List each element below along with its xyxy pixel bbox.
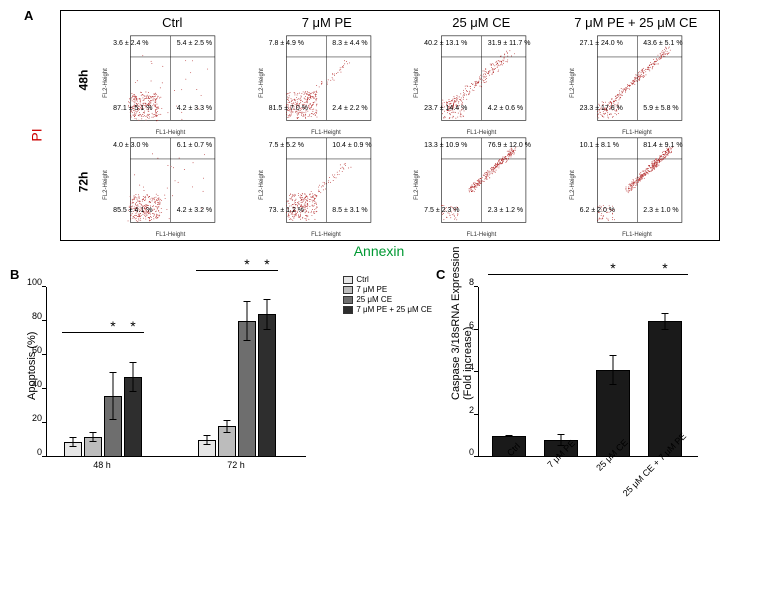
flow-cytometry-plot: 10.1 ± 8.1 % 81.4 ± 9.1 % 2.3 ± 1.0 % 6.2 ±… bbox=[562, 134, 714, 230]
column-header: 25 μM CE bbox=[404, 15, 559, 30]
fl2-axis: FL2-Height bbox=[414, 170, 420, 200]
legend-swatch bbox=[343, 286, 353, 294]
quadrant-percent: 6.1 ± 0.7 % bbox=[177, 142, 212, 149]
quadrant-percent: 2.4 ± 2.2 % bbox=[332, 105, 367, 112]
quadrant-percent: 4.2 ± 3.2 % bbox=[177, 207, 212, 214]
quadrant-percent: 5.4 ± 2.5 % bbox=[177, 40, 212, 47]
quadrant-percent: 8.5 ± 3.1 % bbox=[332, 207, 367, 214]
panel-b-chart: Apoptosis (%) Ctrl7 μM PE25 μM CE7 μM PE… bbox=[46, 267, 426, 457]
quadrant-percent: 7.8 ± 4.9 % bbox=[269, 40, 304, 47]
legend-swatch bbox=[343, 306, 353, 314]
significance-star: * bbox=[264, 256, 269, 272]
fl2-axis: FL2-Height bbox=[569, 68, 575, 98]
quadrant-percent: 43.6 ± 5.1 % bbox=[643, 40, 682, 47]
timepoint-label: 72h bbox=[76, 172, 90, 193]
flow-cytometry-plot: 13.3 ± 10.9 % 76.9 ± 12.0 % 2.3 ± 1.2 % 7.5… bbox=[406, 134, 558, 230]
timepoint-label: 48h bbox=[76, 70, 90, 91]
quadrant-percent: 8.3 ± 4.4 % bbox=[332, 40, 367, 47]
panel-b-label: B bbox=[10, 267, 19, 282]
legend-item: Ctrl bbox=[343, 275, 432, 284]
legend-swatch bbox=[343, 276, 353, 284]
significance-star: * bbox=[130, 318, 135, 334]
quadrant-percent: 27.1 ± 24.0 % bbox=[580, 40, 623, 47]
quadrant-percent: 23.3 ± 17.6 % bbox=[580, 105, 623, 112]
figure: A PI Ctrl7 μM PE25 μM CE7 μM PE + 25 μM … bbox=[10, 10, 748, 505]
pi-axis-label: PI bbox=[29, 128, 45, 141]
quadrant-percent: 4.0 ± 3.0 % bbox=[113, 142, 148, 149]
fl2-axis: FL2-Height bbox=[258, 68, 264, 98]
column-header: Ctrl bbox=[95, 15, 250, 30]
panel-b: B Apoptosis (%) Ctrl7 μM PE25 μM CE7 μM … bbox=[10, 267, 426, 505]
flow-cytometry-plot: 3.6 ± 2.4 % 5.4 ± 2.5 % 4.2 ± 3.3 % 87.1 ± … bbox=[95, 32, 247, 128]
bar bbox=[258, 314, 276, 457]
flow-cytometry-plot: 7.5 ± 5.2 % 10.4 ± 0.9 % 8.5 ± 3.1 % 73. ± … bbox=[251, 134, 403, 230]
flow-cytometry-plot: 27.1 ± 24.0 % 43.6 ± 5.1 % 5.9 ± 5.8 % 23.3… bbox=[562, 32, 714, 128]
column-header: 7 μM PE + 25 μM CE bbox=[559, 15, 714, 30]
fc-row: 72h4.0 ± 3.0 %6.1 ± 0.7 %4.2 ± 3.2 %85.5… bbox=[95, 134, 713, 230]
significance-star: * bbox=[610, 260, 615, 276]
quadrant-percent: 81.5 ± 7.0 % bbox=[269, 105, 308, 112]
quadrant-percent: 2.3 ± 1.2 % bbox=[488, 207, 523, 214]
panel-a-box: Ctrl7 μM PE25 μM CE7 μM PE + 25 μM CE 48… bbox=[60, 10, 720, 241]
fl2-axis: FL2-Height bbox=[414, 68, 420, 98]
fl1-axis: FL1-Height bbox=[156, 232, 186, 238]
quadrant-percent: 4.2 ± 0.6 % bbox=[488, 105, 523, 112]
quadrant-percent: 87.1 ± 5.1 % bbox=[113, 105, 152, 112]
fl2-axis: FL2-Height bbox=[258, 170, 264, 200]
panel-b-ylabel: Apoptosis (%) bbox=[26, 332, 38, 400]
panel-c: C Caspase 3/18sRNA Expression(Fold incre… bbox=[436, 267, 748, 505]
fl2-axis: FL2-Height bbox=[103, 68, 109, 98]
quadrant-percent: 7.5 ± 2.3 % bbox=[424, 207, 459, 214]
legend-swatch bbox=[343, 296, 353, 304]
quadrant-percent: 6.2 ± 2.0 % bbox=[580, 207, 615, 214]
fc-row: 48h3.6 ± 2.4 %5.4 ± 2.5 %4.2 ± 3.3 %87.1… bbox=[95, 32, 713, 128]
legend-label: 7 μM PE + 25 μM CE bbox=[356, 305, 432, 314]
quadrant-percent: 31.9 ± 11.7 % bbox=[488, 40, 531, 47]
quadrant-percent: 73. ± 1.2 % bbox=[269, 207, 304, 214]
legend-item: 7 μM PE bbox=[343, 285, 432, 294]
significance-star: * bbox=[244, 256, 249, 272]
x-group-label: 48 h bbox=[93, 457, 111, 470]
panel-c-label: C bbox=[436, 267, 445, 282]
panel-a: A PI Ctrl7 μM PE25 μM CE7 μM PE + 25 μM … bbox=[24, 10, 734, 259]
quadrant-percent: 3.6 ± 2.4 % bbox=[113, 40, 148, 47]
quadrant-percent: 23.7 ± 14.4 % bbox=[424, 105, 467, 112]
legend-label: 7 μM PE bbox=[356, 285, 387, 294]
quadrant-percent: 10.1 ± 8.1 % bbox=[580, 142, 619, 149]
quadrant-percent: 40.2 ± 13.1 % bbox=[424, 40, 467, 47]
annexin-axis-label: Annexin bbox=[24, 243, 734, 259]
flow-cytometry-plot: 40.2 ± 13.1 % 31.9 ± 11.7 % 4.2 ± 0.6 % 23.… bbox=[406, 32, 558, 128]
panel-c-chart: Caspase 3/18sRNA Expression(Fold increas… bbox=[478, 267, 698, 457]
legend-item: 7 μM PE + 25 μM CE bbox=[343, 305, 432, 314]
fl1-axis: FL1-Height bbox=[311, 232, 341, 238]
quadrant-percent: 13.3 ± 10.9 % bbox=[424, 142, 467, 149]
legend-label: Ctrl bbox=[356, 275, 368, 284]
quadrant-percent: 85.5 ± 4.1 % bbox=[113, 207, 152, 214]
fl2-axis: FL2-Height bbox=[569, 170, 575, 200]
quadrant-percent: 81.4 ± 9.1 % bbox=[643, 142, 682, 149]
column-header: 7 μM PE bbox=[250, 15, 405, 30]
significance-star: * bbox=[662, 260, 667, 276]
panel-a-column-headers: Ctrl7 μM PE25 μM CE7 μM PE + 25 μM CE bbox=[95, 15, 713, 30]
quadrant-percent: 5.9 ± 5.8 % bbox=[643, 105, 678, 112]
fl1-axis: FL1-Height bbox=[467, 232, 497, 238]
quadrant-percent: 10.4 ± 0.9 % bbox=[332, 142, 371, 149]
quadrant-percent: 7.5 ± 5.2 % bbox=[269, 142, 304, 149]
quadrant-percent: 2.3 ± 1.0 % bbox=[643, 207, 678, 214]
fl1-axis: FL1-Height bbox=[622, 232, 652, 238]
quadrant-percent: 76.9 ± 12.0 % bbox=[488, 142, 531, 149]
fl2-axis: FL2-Height bbox=[103, 170, 109, 200]
panel-a-label: A bbox=[24, 8, 33, 23]
legend-label: 25 μM CE bbox=[356, 295, 392, 304]
significance-star: * bbox=[110, 318, 115, 334]
flow-cytometry-plot: 4.0 ± 3.0 % 6.1 ± 0.7 % 4.2 ± 3.2 % 85.5 ± … bbox=[95, 134, 247, 230]
x-group-label: 72 h bbox=[227, 457, 245, 470]
quadrant-percent: 4.2 ± 3.3 % bbox=[177, 105, 212, 112]
flow-cytometry-plot: 7.8 ± 4.9 % 8.3 ± 4.4 % 2.4 ± 2.2 % 81.5 ± … bbox=[251, 32, 403, 128]
panel-b-legend: Ctrl7 μM PE25 μM CE7 μM PE + 25 μM CE bbox=[343, 275, 432, 315]
legend-item: 25 μM CE bbox=[343, 295, 432, 304]
bottom-row: B Apoptosis (%) Ctrl7 μM PE25 μM CE7 μM … bbox=[10, 267, 748, 505]
